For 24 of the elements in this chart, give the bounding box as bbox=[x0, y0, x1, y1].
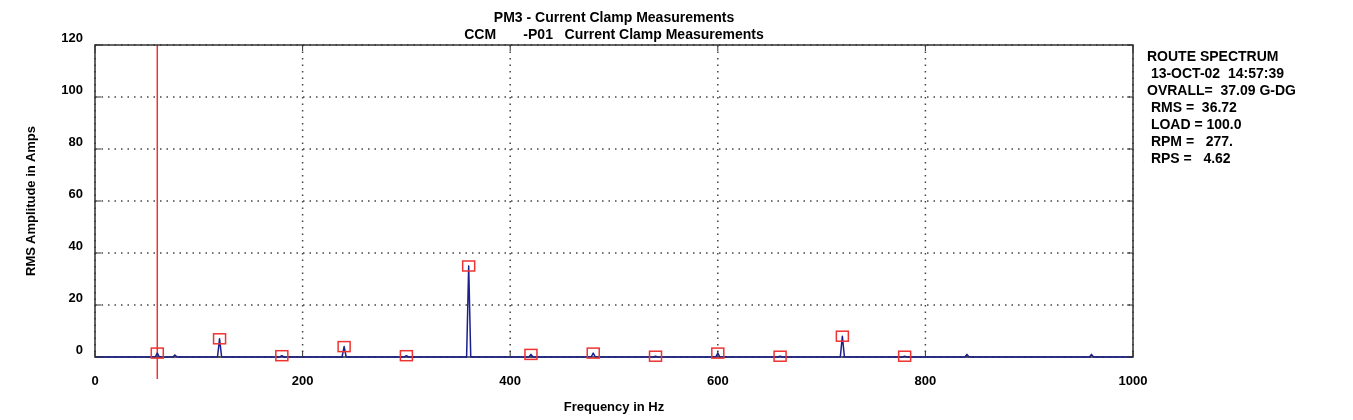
x-tick-label: 1000 bbox=[1118, 373, 1148, 388]
text: RPS = 4.62 bbox=[1147, 150, 1231, 166]
text: ROUTE SPECTRUM bbox=[1147, 48, 1279, 64]
y-tick-label: 20 bbox=[68, 290, 83, 305]
x-tick-label: 400 bbox=[499, 373, 522, 388]
y-tick-label: 0 bbox=[75, 342, 83, 357]
chart-title: PM3 - Current Clamp Measurements bbox=[493, 9, 735, 25]
y-tick-label: 60 bbox=[68, 186, 83, 201]
y-tick-label: 80 bbox=[68, 134, 83, 149]
text: OVRALL= 37.09 G-DG bbox=[1147, 82, 1297, 98]
text: 13-OCT-02 14:57:39 bbox=[1147, 65, 1285, 81]
text: RPM = 277. bbox=[1147, 133, 1233, 149]
y-tick-label: 40 bbox=[68, 238, 83, 253]
text: RMS = 36.72 bbox=[1147, 99, 1238, 115]
x-tick-label: 800 bbox=[914, 373, 937, 388]
x-tick-label: 200 bbox=[291, 373, 314, 388]
y-tick-label: 120 bbox=[61, 30, 83, 45]
x-axis-title: Frequency in Hz bbox=[563, 399, 665, 414]
x-tick-label: 0 bbox=[91, 373, 99, 388]
y-axis-title: RMS Amplitude in Amps bbox=[23, 126, 38, 276]
y-tick-label: 100 bbox=[61, 82, 83, 97]
x-tick-label: 600 bbox=[706, 373, 729, 388]
text: LOAD = 100.0 bbox=[1147, 116, 1242, 132]
chart-subtitle: CCM -P01 Current Clamp Measurements bbox=[464, 26, 764, 42]
